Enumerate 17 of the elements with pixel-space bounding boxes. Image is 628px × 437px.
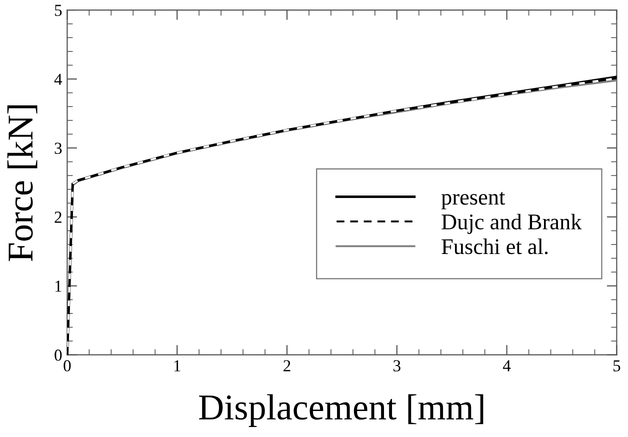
x-tick-label: 4 [502, 360, 511, 372]
legend-label: Dujc and Brank [442, 214, 582, 234]
legend-label: Fuschi et al. [442, 238, 548, 254]
y-tick-label: 4 [54, 74, 62, 85]
y-tick-label: 1 [55, 280, 62, 292]
x-axis-title: Displacement [mm] [199, 394, 484, 428]
y-tick-label: 0 [54, 350, 62, 361]
y-tick-label: 3 [54, 142, 62, 154]
x-tick-label: 5 [614, 360, 620, 372]
x-tick-label: 1 [174, 360, 180, 372]
x-tick-label: 0 [64, 360, 71, 372]
y-tick-label: 2 [54, 212, 62, 223]
x-tick-label: 2 [284, 360, 290, 372]
x-tick-label: 3 [394, 360, 400, 372]
y-axis-title: Force [kN] [7, 105, 38, 262]
legend-label: present [441, 192, 506, 210]
y-tick-label: 5 [54, 4, 62, 16]
